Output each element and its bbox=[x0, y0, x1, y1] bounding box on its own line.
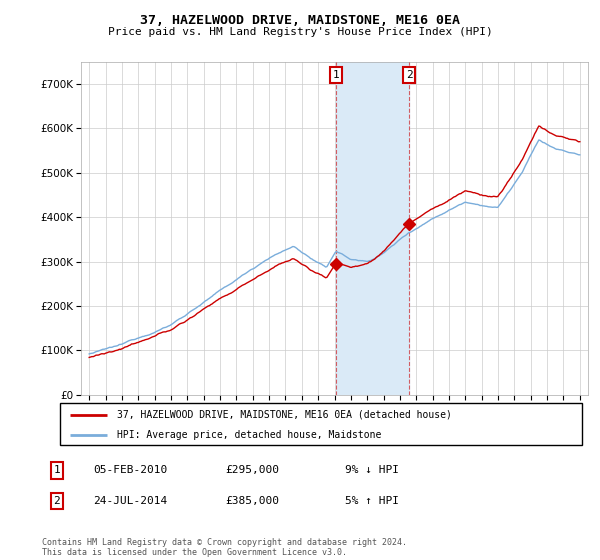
Text: £295,000: £295,000 bbox=[225, 465, 279, 475]
Text: 24-JUL-2014: 24-JUL-2014 bbox=[93, 496, 167, 506]
Text: 1: 1 bbox=[332, 70, 340, 80]
Text: 5% ↑ HPI: 5% ↑ HPI bbox=[345, 496, 399, 506]
Text: 1: 1 bbox=[53, 465, 61, 475]
Text: 37, HAZELWOOD DRIVE, MAIDSTONE, ME16 0EA (detached house): 37, HAZELWOOD DRIVE, MAIDSTONE, ME16 0EA… bbox=[118, 410, 452, 420]
Text: £385,000: £385,000 bbox=[225, 496, 279, 506]
Text: 2: 2 bbox=[406, 70, 412, 80]
Text: 05-FEB-2010: 05-FEB-2010 bbox=[93, 465, 167, 475]
Text: 9% ↓ HPI: 9% ↓ HPI bbox=[345, 465, 399, 475]
Text: Price paid vs. HM Land Registry's House Price Index (HPI): Price paid vs. HM Land Registry's House … bbox=[107, 27, 493, 37]
Bar bbox=[336, 62, 409, 395]
Text: 2: 2 bbox=[53, 496, 61, 506]
Text: Contains HM Land Registry data © Crown copyright and database right 2024.
This d: Contains HM Land Registry data © Crown c… bbox=[42, 538, 407, 557]
Text: HPI: Average price, detached house, Maidstone: HPI: Average price, detached house, Maid… bbox=[118, 430, 382, 440]
Text: 37, HAZELWOOD DRIVE, MAIDSTONE, ME16 0EA: 37, HAZELWOOD DRIVE, MAIDSTONE, ME16 0EA bbox=[140, 14, 460, 27]
